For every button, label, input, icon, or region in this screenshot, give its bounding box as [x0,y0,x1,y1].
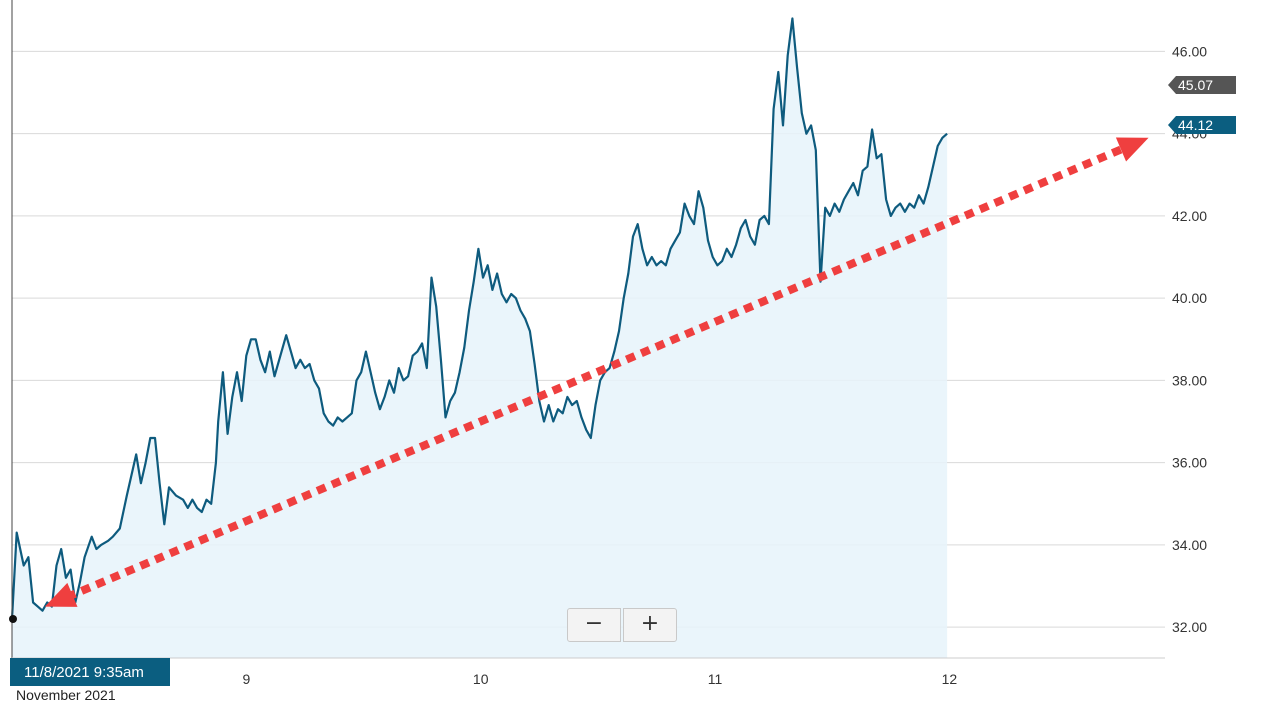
current-price-tag-bg [1168,116,1236,134]
trend-arrow-head-end [1115,137,1149,162]
y-tick-label: 40.00 [1172,290,1207,306]
x-axis-ticks: 9 10 11 12 [242,671,957,687]
y-tick-label: 38.00 [1172,372,1207,388]
crosshair-date-tag-bg [10,658,170,686]
price-area [12,18,948,658]
period-label: November 2021 [16,687,116,703]
zoom-out-button[interactable]: − [567,608,621,642]
previous-close-tag-bg [1168,76,1236,94]
y-tick-label: 42.00 [1172,208,1207,224]
y-tick-label: 46.00 [1172,43,1207,59]
previous-close-value: 45.07 [1178,77,1213,93]
price-line [10,17,948,619]
price-series-line [10,17,948,619]
current-price-tag: 44.12 [1168,116,1236,134]
x-tick-label: 12 [942,671,958,687]
previous-close-tag: 45.07 [1168,76,1236,94]
crosshair-date-label: 11/8/2021 9:35am [24,664,144,681]
x-tick-label: 11 [708,671,723,687]
trend-arrow-head-start [44,582,78,607]
y-tick-label: 34.00 [1172,537,1207,553]
x-tick-label: 10 [473,671,489,687]
y-tick-label: 36.00 [1172,455,1207,471]
axes [11,0,1165,659]
trend-arrow [44,137,1149,607]
zoom-in-button[interactable]: + [623,608,677,642]
y-tick-label: 32.00 [1172,619,1207,635]
price-area-fill [12,18,948,658]
crosshair-date-tag: 11/8/2021 9:35am [10,658,170,686]
crosshair-point [9,615,17,623]
x-tick-label: 9 [242,671,250,687]
current-price-value: 44.12 [1178,117,1213,133]
